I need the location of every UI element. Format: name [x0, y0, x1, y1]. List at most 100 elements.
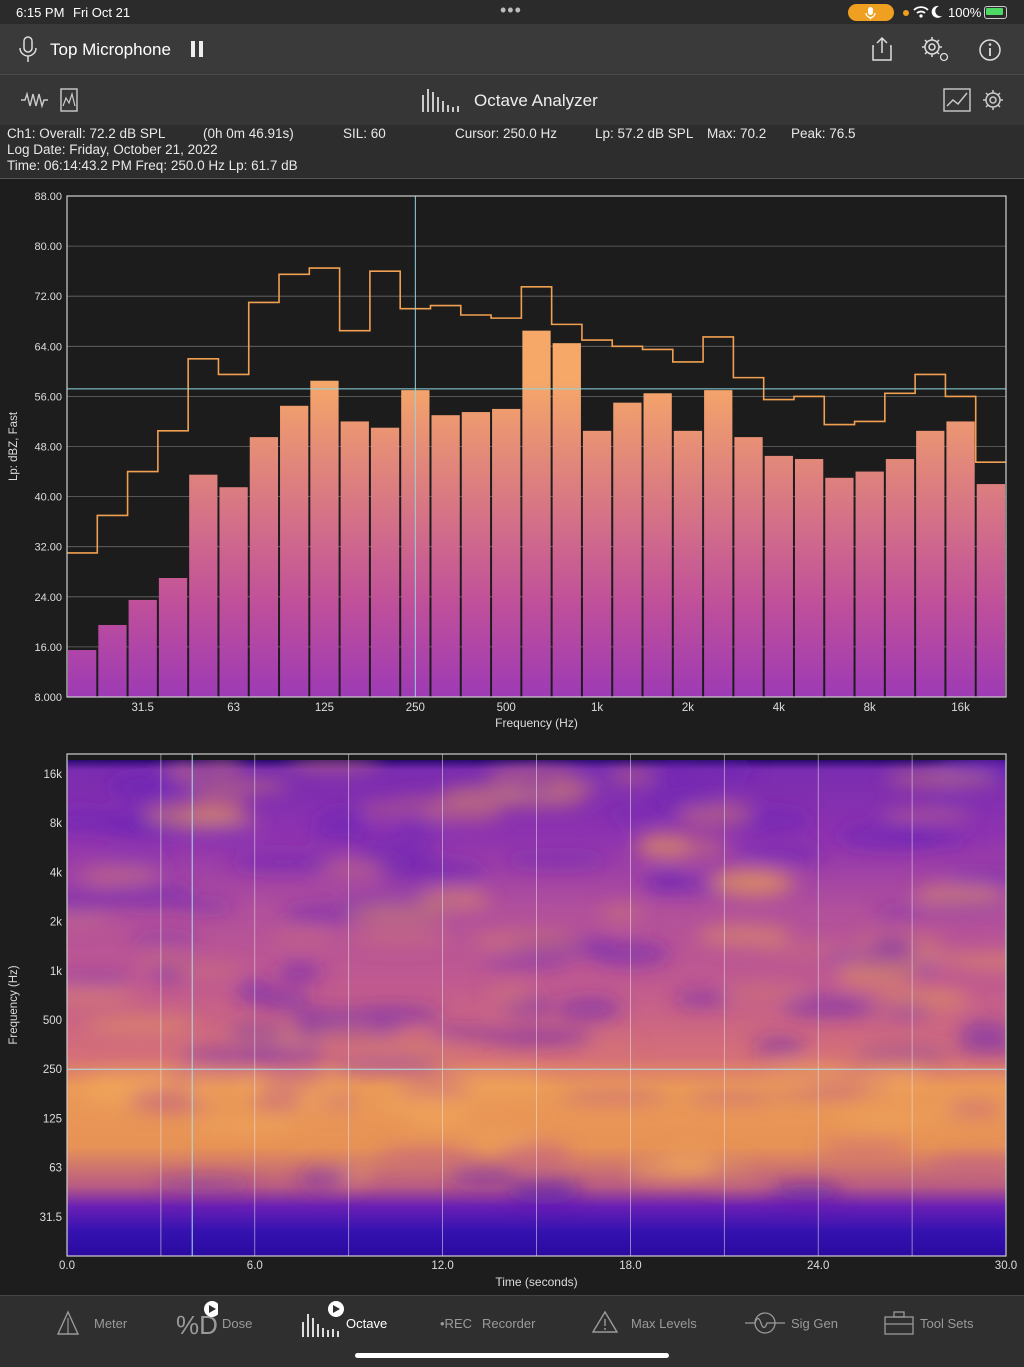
- spectro-blob: [136, 1069, 250, 1085]
- privacy-dot-icon: [903, 10, 909, 16]
- bar: [158, 578, 188, 697]
- spectro-blob: [67, 989, 139, 1003]
- x-axis-label: Frequency (Hz): [495, 716, 578, 730]
- spectro-blob: [200, 760, 243, 774]
- tab-dose[interactable]: %D Dose: [176, 1301, 266, 1340]
- tab-sig-gen-label: Sig Gen: [791, 1316, 838, 1331]
- tab-meter-label: Meter: [94, 1316, 128, 1331]
- tab-tool-sets-label: Tool Sets: [920, 1316, 974, 1331]
- tab-max-levels[interactable]: Max Levels: [591, 1308, 712, 1338]
- spectro-blob: [271, 932, 334, 943]
- info-icon[interactable]: [978, 38, 1002, 67]
- elapsed-time: (0h 0m 46.91s): [203, 126, 294, 141]
- battery-percent: 100%: [948, 5, 982, 20]
- max-value: Max: 70.2: [707, 126, 767, 141]
- home-indicator[interactable]: [355, 1353, 669, 1358]
- waveform-icon[interactable]: [20, 91, 50, 114]
- x-tick-label: 31.5: [132, 702, 154, 714]
- y-tick-label: 64.00: [34, 341, 62, 353]
- spectro-blob: [416, 804, 505, 823]
- spectro-blob: [406, 1113, 471, 1132]
- tab-bar: Meter %D Dose Octave •REC Recorder Max L…: [0, 1295, 1024, 1367]
- bar: [794, 459, 824, 697]
- spectro-blob: [560, 1089, 668, 1105]
- x-tick-label: 8k: [864, 702, 876, 714]
- spectro-blob: [752, 1036, 807, 1056]
- spectro-blob: [487, 983, 532, 1007]
- sil-value: SIL: 60: [343, 126, 386, 141]
- y-tick-label: 500: [43, 1015, 62, 1027]
- y-tick-label: 125: [43, 1113, 62, 1125]
- spectro-blob: [297, 1169, 348, 1189]
- y-tick-label: 8k: [50, 818, 62, 830]
- spectro-blob: [734, 844, 828, 865]
- app-settings-icon[interactable]: [920, 35, 952, 70]
- bar: [461, 412, 491, 697]
- spectrum-file-icon[interactable]: [60, 88, 78, 117]
- main-toolbar: Top Microphone: [0, 24, 1024, 74]
- spectro-blob: [417, 889, 491, 909]
- y-tick-label: 4k: [50, 867, 62, 879]
- x-tick-label: 125: [315, 702, 334, 714]
- spectro-blob: [114, 788, 175, 799]
- input-source-title[interactable]: Top Microphone: [50, 40, 171, 59]
- tab-octave[interactable]: Octave: [300, 1301, 400, 1338]
- status-bar: 6:15 PM Fri Oct 21 ••• 100%: [0, 0, 1024, 24]
- tab-meter[interactable]: Meter: [56, 1308, 146, 1338]
- spectro-blob: [288, 1024, 328, 1039]
- spectro-blob: [84, 1015, 197, 1034]
- spectro-blob: [864, 995, 962, 1012]
- y-tick-label: 250: [43, 1064, 62, 1076]
- tab-sig-gen[interactable]: Sig Gen: [745, 1308, 845, 1338]
- y-tick-label: 56.00: [34, 391, 62, 403]
- spectro-blob: [179, 1081, 217, 1097]
- bar: [855, 471, 884, 697]
- cursor-readout: Time: 06:14:43.2 PM Freq: 250.0 Hz Lp: 6…: [7, 158, 298, 173]
- spectro-blob: [646, 866, 689, 893]
- spectro-blob: [348, 931, 455, 946]
- multitasking-dots-icon[interactable]: •••: [500, 0, 522, 20]
- spectro-blob: [893, 827, 970, 846]
- pause-button[interactable]: [190, 40, 204, 63]
- graph-view-icon[interactable]: [943, 88, 971, 117]
- toolbox-icon: [884, 1311, 914, 1338]
- charts-svg[interactable]: 88.00 80.00 72.00 64.00 56.00 48.00 40.00 32.00…: [0, 179, 1024, 1295]
- spectro-blob: [769, 1183, 844, 1202]
- x-axis-label: Time (seconds): [495, 1275, 577, 1289]
- microphone-icon[interactable]: [18, 36, 38, 69]
- spectro-blob: [181, 1047, 282, 1064]
- spectro-blob: [377, 1095, 477, 1116]
- bar: [189, 474, 218, 697]
- bars: [68, 330, 1005, 697]
- y-tick-label: 48.00: [34, 442, 62, 454]
- spectro-blob: [628, 1157, 715, 1183]
- y-axis-label: Frequency (Hz): [8, 965, 20, 1044]
- spectro-blob: [67, 913, 110, 926]
- spectro-blob: [708, 761, 754, 778]
- spectro-blob: [499, 1141, 572, 1170]
- spectro-blob: [701, 1171, 765, 1188]
- y-tick-label: 8.000: [34, 692, 62, 704]
- bar: [219, 487, 248, 697]
- tab-recorder-label: Recorder: [482, 1316, 536, 1331]
- spectrogram[interactable]: 16k 8k 4k 2k 1k 500 250 125 63 31.5 0.0 6.0 12.0 18.0…: [8, 752, 1024, 1289]
- tab-recorder[interactable]: •REC Recorder: [440, 1308, 550, 1338]
- octave-bar-chart[interactable]: 88.00 80.00 72.00 64.00 56.00 48.00 40.00 32.00…: [8, 191, 1007, 730]
- spectro-blob: [172, 816, 263, 827]
- bar: [673, 430, 703, 697]
- spectro-blob: [913, 883, 1003, 907]
- wifi-icon: [913, 5, 929, 21]
- y-tick-label: 24.00: [34, 592, 62, 604]
- spectro-blob: [95, 854, 173, 865]
- rec-icon: •REC: [440, 1316, 472, 1331]
- spectro-blob: [67, 973, 135, 984]
- spectro-blob: [722, 983, 808, 1001]
- x-tick-label: 2k: [682, 702, 694, 714]
- spectro-blob: [396, 798, 452, 809]
- tab-tool-sets[interactable]: Tool Sets: [884, 1308, 984, 1338]
- battery-icon: [984, 6, 1007, 19]
- share-icon[interactable]: [870, 36, 894, 67]
- peak-value: Peak: 76.5: [791, 126, 856, 141]
- analyzer-settings-icon[interactable]: [981, 88, 1005, 117]
- spectro-blob: [258, 1063, 327, 1089]
